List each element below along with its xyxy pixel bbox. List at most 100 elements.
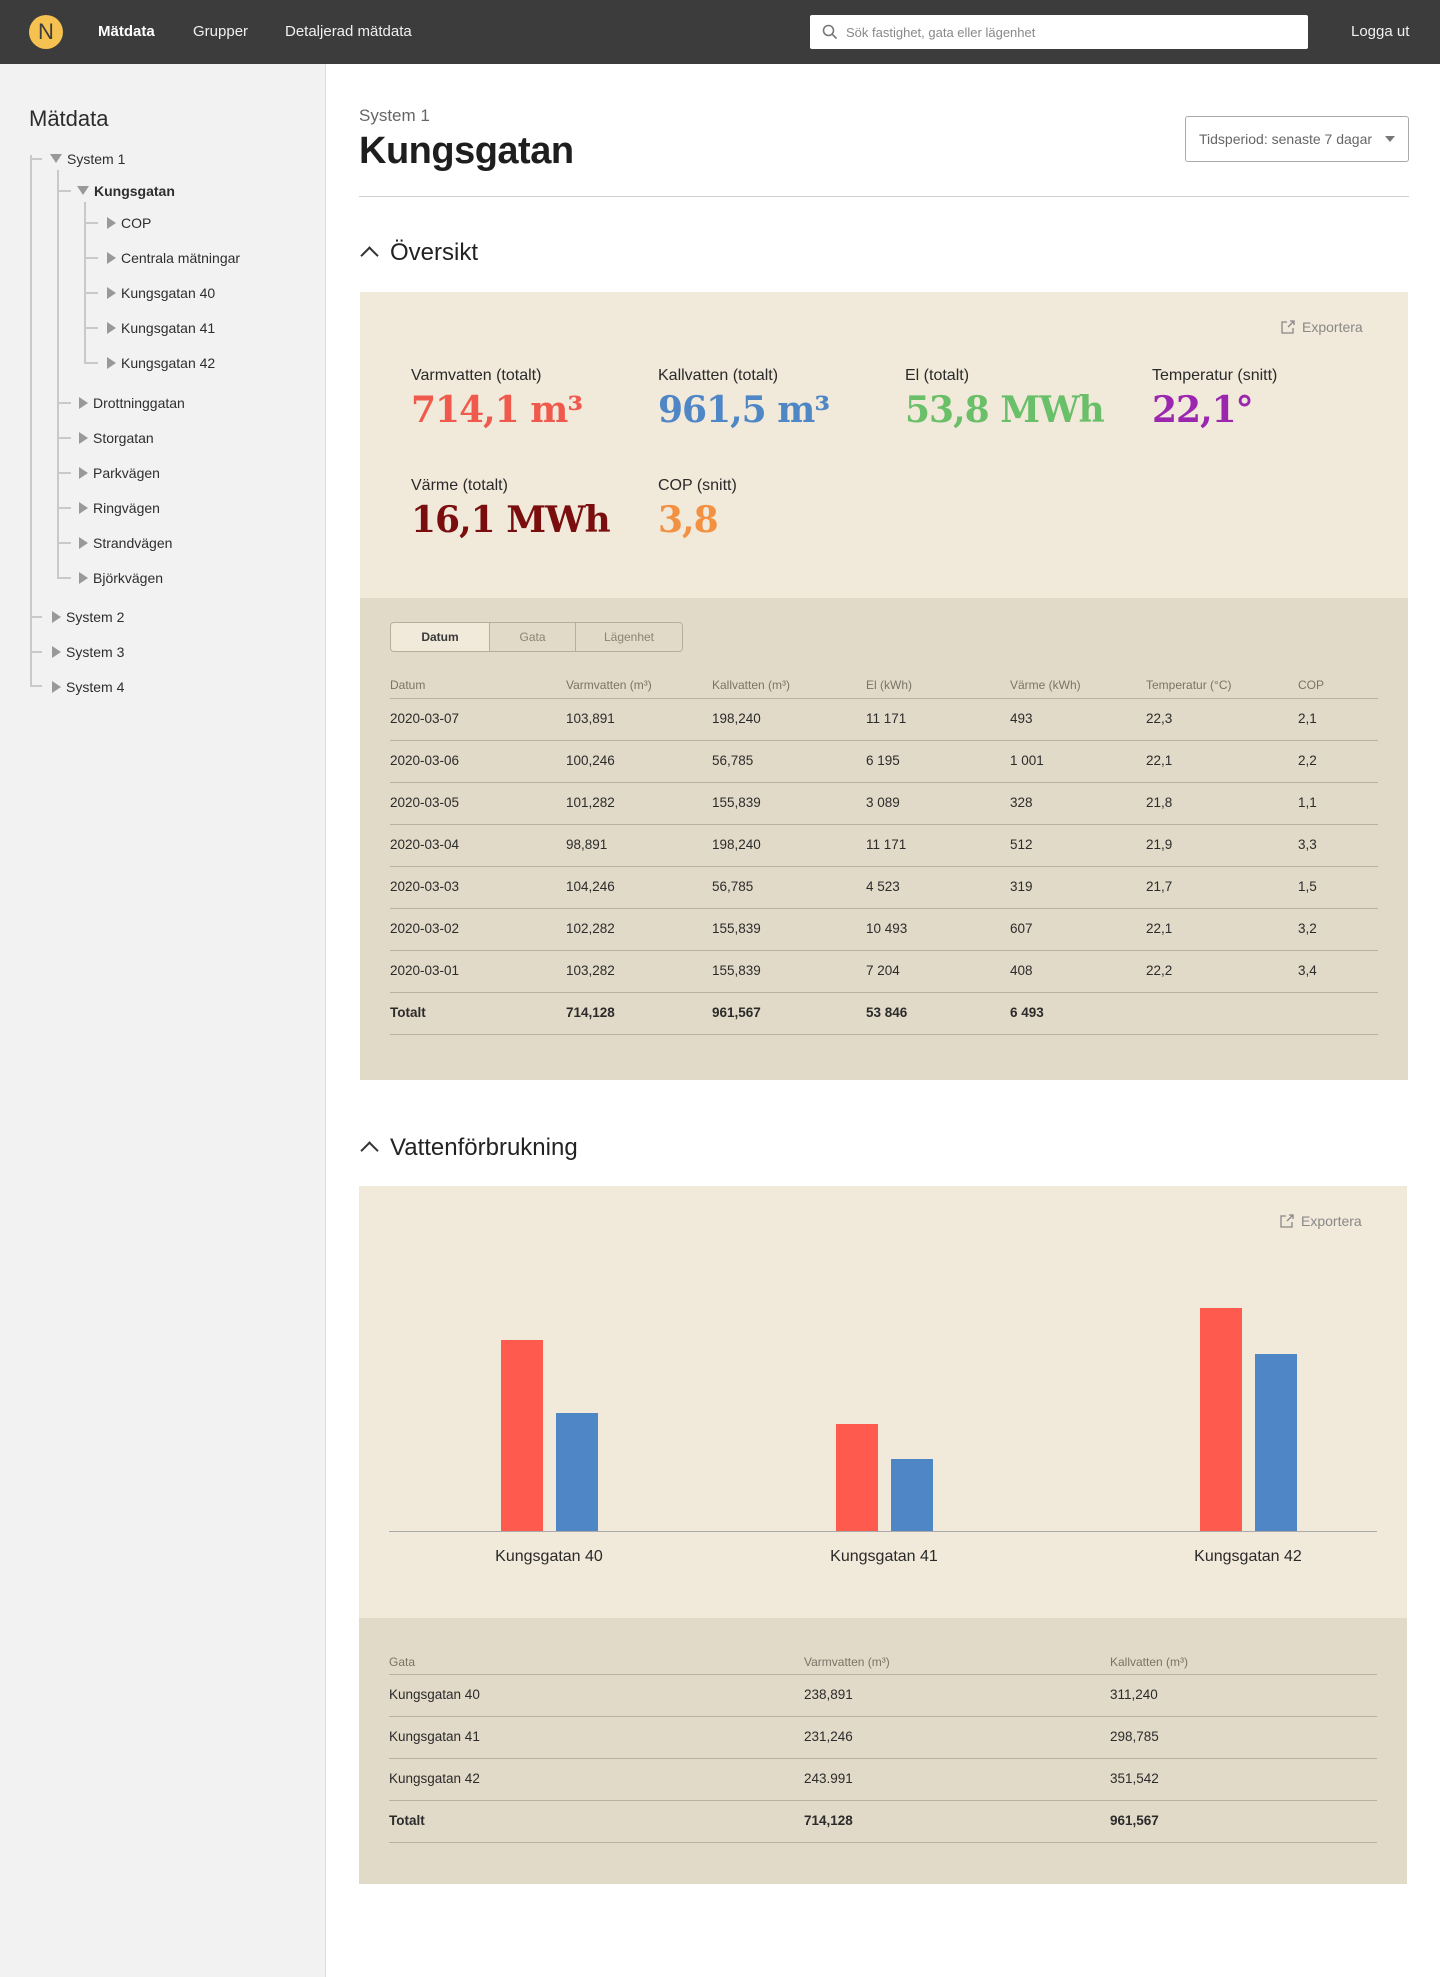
table-cell: 351,542 (1110, 1771, 1159, 1786)
table-divider (390, 1034, 1378, 1035)
kpi-value-varmvatten: 714,1 m³ (411, 389, 583, 431)
tree-line (84, 327, 98, 329)
kpi-value-el: 53,8 MWh (905, 389, 1105, 431)
column-header-kallvatten: Kallvatten (m³) (1110, 1655, 1189, 1669)
table-total-cell: 714,128 (804, 1813, 853, 1828)
bar-0-0[interactable] (500, 1340, 543, 1531)
caret-down-icon (50, 154, 62, 163)
caret-right-icon (107, 322, 116, 334)
caret-right-icon (107, 287, 116, 299)
caret-down-icon (77, 186, 89, 195)
tree-item-cop[interactable]: COP (107, 214, 151, 232)
table-divider (390, 866, 1378, 867)
column-header-kallvatten: Kallvatten (m³) (712, 678, 791, 692)
tab-gata[interactable]: Gata (490, 623, 576, 651)
table-total-cell: Totalt (390, 1005, 426, 1020)
tree-item-storgatan[interactable]: Storgatan (79, 429, 154, 447)
tree-item-system-2[interactable]: System 2 (52, 608, 124, 626)
table-cell: 7 204 (866, 963, 900, 978)
tree-line (30, 158, 42, 160)
tree-item-strandvagen[interactable]: Strandvägen (79, 534, 172, 552)
tree-item-kungsgatan-42[interactable]: Kungsgatan 42 (107, 354, 215, 372)
table-cell: 2,1 (1298, 711, 1317, 726)
tree-item-drottninggatan[interactable]: Drottninggatan (79, 394, 185, 412)
kpi-label-varme: Värme (totalt) (411, 477, 508, 494)
table-cell: 101,282 (566, 795, 615, 810)
caret-right-icon (79, 502, 88, 514)
table-cell: 10 493 (866, 921, 908, 936)
table-cell: 103,282 (566, 963, 615, 978)
water-chart-panel: Exportera Kungsgatan 40 Kungsgatan 41 Kung… (359, 1186, 1407, 1618)
table-cell: 2020-03-07 (390, 711, 460, 726)
tree-line (57, 437, 71, 439)
kpi-label-el: El (totalt) (905, 367, 970, 384)
tab-datum[interactable]: Datum (391, 623, 490, 651)
tree-line (84, 292, 98, 294)
table-total-cell: 714,128 (566, 1005, 615, 1020)
tree-item-ringvagen[interactable]: Ringvägen (79, 499, 160, 517)
table-divider (390, 992, 1378, 993)
table-cell: 100,246 (566, 753, 615, 768)
table-cell: 243.991 (804, 1771, 853, 1786)
tree-line (30, 616, 42, 618)
period-dropdown[interactable]: Tidsperiod: senaste 7 dagar (1185, 116, 1409, 162)
bar-1-0[interactable] (835, 1424, 878, 1531)
tree-item-centrala-matningar[interactable]: Centrala mätningar (107, 249, 240, 267)
logo[interactable]: N (29, 15, 63, 49)
column-header-varme: Värme (kWh) (1010, 678, 1081, 692)
table-cell: 3 089 (866, 795, 900, 810)
kpi-value-cop: 3,8 (658, 499, 719, 541)
column-header-temperatur: Temperatur (°C) (1146, 678, 1232, 692)
table-cell: 56,785 (712, 879, 754, 894)
sidebar-title: Mätdata (29, 106, 109, 131)
table-cell: 11 171 (866, 711, 907, 726)
bar-0-1[interactable] (555, 1413, 598, 1531)
bar-2-0[interactable] (1199, 1308, 1242, 1531)
caret-down-icon (1385, 136, 1395, 142)
tree-item-kungsgatan-40[interactable]: Kungsgatan 40 (107, 284, 215, 302)
table-cell: 22,1 (1146, 753, 1173, 768)
water-table-panel: Gata Varmvatten (m³) Kallvatten (m³) Kun… (359, 1618, 1407, 1884)
breadcrumb-system: System 1 (359, 106, 430, 125)
bar-1-1[interactable] (890, 1459, 933, 1531)
caret-right-icon (52, 681, 61, 693)
table-divider (390, 698, 1378, 699)
table-divider (389, 1674, 1377, 1675)
logout-link[interactable]: Logga ut (1351, 23, 1410, 40)
table-cell: 56,785 (712, 753, 754, 768)
table-cell: 4 523 (866, 879, 900, 894)
kpi-label-cop: COP (snitt) (658, 477, 737, 494)
tree-item-system-4[interactable]: System 4 (52, 678, 124, 696)
table-divider (390, 908, 1378, 909)
section-toggle-vattenforbrukning[interactable]: Vattenförbrukning (359, 1134, 578, 1162)
tree-item-bjorkvagen[interactable]: Björkvägen (79, 569, 163, 587)
table-divider (390, 824, 1378, 825)
nav-item-matdata[interactable]: Mätdata (98, 23, 155, 40)
bar-2-1[interactable] (1254, 1354, 1297, 1531)
table-cell: 2,2 (1298, 753, 1317, 768)
tab-lagenhet[interactable]: Lägenhet (576, 623, 682, 651)
table-cell: Kungsgatan 40 (389, 1687, 480, 1702)
table-cell: 311,240 (1110, 1687, 1158, 1702)
tree-item-system-1[interactable]: System 1 (50, 150, 125, 168)
caret-right-icon (79, 467, 88, 479)
table-cell: 3,3 (1298, 837, 1317, 852)
table-cell: 238,891 (804, 1687, 853, 1702)
nav-item-grupper[interactable]: Grupper (193, 23, 249, 40)
tree-item-parkvagen[interactable]: Parkvägen (79, 464, 160, 482)
nav-item-detaljerad-matdata[interactable]: Detaljerad mätdata (285, 23, 412, 40)
search-input[interactable] (846, 15, 1296, 49)
export-button[interactable]: Exportera (1280, 319, 1363, 335)
table-cell: 231,246 (804, 1729, 853, 1744)
table-cell: 98,891 (566, 837, 608, 852)
export-button[interactable]: Exportera (1279, 1213, 1362, 1229)
kpi-value-varme: 16,1 MWh (411, 499, 611, 541)
section-toggle-oversikt[interactable]: Översikt (359, 239, 478, 267)
tree-item-kungsgatan-41[interactable]: Kungsgatan 41 (107, 319, 215, 337)
table-cell: Kungsgatan 42 (389, 1771, 480, 1786)
tree-item-system-3[interactable]: System 3 (52, 643, 124, 661)
overview-kpi-panel: Exportera Varmvatten (totalt) 714,1 m³ K… (360, 292, 1408, 598)
grouping-tabs: Datum Gata Lägenhet (390, 622, 683, 652)
caret-right-icon (107, 357, 116, 369)
tree-item-kungsgatan[interactable]: Kungsgatan (77, 182, 175, 200)
